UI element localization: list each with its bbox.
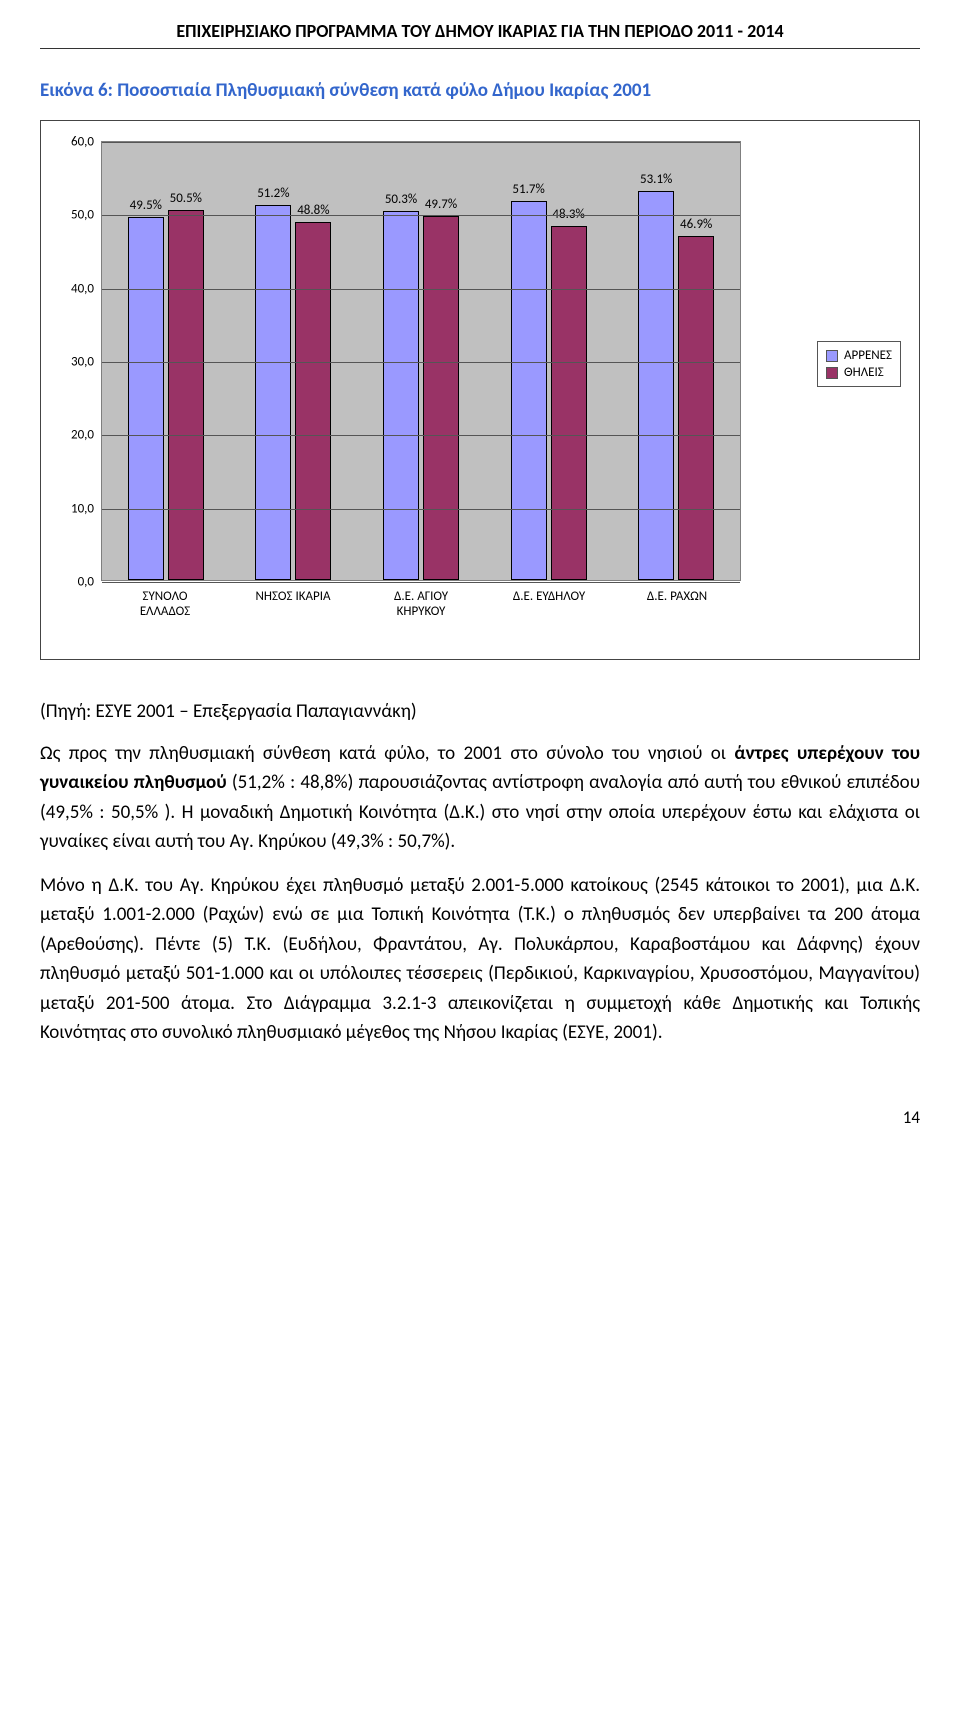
legend-swatch-females — [826, 367, 838, 379]
gender-chart: 49.5%50.5%51.2%48.8%50.3%49.7% 51.7% 48.3%… — [40, 120, 920, 660]
legend-label-males: ΑΡΡΕΝΕΣ — [844, 348, 892, 363]
page-number: 14 — [40, 1107, 920, 1128]
bar-female — [295, 222, 331, 580]
bar-male — [255, 205, 291, 580]
y-tick: 10,0 — [54, 501, 94, 516]
y-tick: 30,0 — [54, 355, 94, 370]
figure-caption: Εικόνα 6: Ποσοστιαία Πληθυσμιακή σύνθεση… — [40, 79, 920, 102]
x-label: ΝΗΣΟΣ ΙΚΑΡΙΑ — [229, 589, 357, 620]
bar-male — [383, 211, 419, 580]
paragraph-1: Ως προς την πληθυσμιακή σύνθεση κατά φύλ… — [40, 739, 920, 857]
para1-run1: Ως προς την πληθυσμιακή σύνθεση κατά φύλ… — [40, 742, 734, 765]
bar-group: 51.2%48.8% — [230, 142, 358, 580]
bar-group: 49.5%50.5% — [102, 142, 230, 580]
source-line: (Πηγή: ΕΣΥΕ 2001 – Επεξεργασία Παπαγιανν… — [40, 700, 920, 723]
y-tick: 40,0 — [54, 281, 94, 296]
document-header: ΕΠΙΧΕΙΡΗΣΙΑΚΟ ΠΡΟΓΡΑΜΜΑ ΤΟΥ ΔΗΜΟΥ ΙΚΑΡΙΑ… — [40, 20, 920, 49]
x-label: Δ.Ε. ΡΑΧΩΝ — [613, 589, 741, 620]
bar-female — [551, 226, 587, 580]
bar-label-male: 53.1% — [626, 172, 686, 187]
bar-female — [678, 236, 714, 580]
bar-label-female: 48.3% — [539, 207, 599, 222]
x-label: Δ.Ε. ΕΥΔΗΛΟΥ — [485, 589, 613, 620]
bar-female — [423, 216, 459, 580]
bar-group: 51.7% 48.3% — [485, 142, 613, 580]
paragraph-2: Μόνο η Δ.Κ. του Αγ. Κηρύκου έχει πληθυσμ… — [40, 871, 920, 1048]
legend-swatch-males — [826, 350, 838, 362]
bar-group: 53.1% 46.9% — [612, 142, 740, 580]
bar-label-female: 50.5% — [156, 191, 216, 206]
chart-legend: ΑΡΡΕΝΕΣ ΘΗΛΕΙΣ — [817, 341, 901, 387]
bar-label-male: 51.2% — [243, 186, 303, 201]
x-axis-labels: ΣΥΝΟΛΟΕΛΛΑΔΟΣΝΗΣΟΣ ΙΚΑΡΙΑΔ.Ε. ΑΓΙΟΥΚΗΡΥΚ… — [101, 589, 741, 620]
bar-label-female: 49.7% — [411, 197, 471, 212]
x-label: ΣΥΝΟΛΟΕΛΛΑΔΟΣ — [101, 589, 229, 620]
bar-female — [168, 210, 204, 580]
bar-label-male: 51.7% — [499, 182, 559, 197]
bar-label-female: 46.9% — [666, 217, 726, 232]
y-tick: 0,0 — [54, 575, 94, 590]
bar-male — [638, 191, 674, 580]
y-tick: 60,0 — [54, 135, 94, 150]
bar-male — [511, 201, 547, 580]
legend-males: ΑΡΡΕΝΕΣ — [826, 348, 892, 363]
x-label: Δ.Ε. ΑΓΙΟΥΚΗΡΥΚΟΥ — [357, 589, 485, 620]
y-tick: 50,0 — [54, 208, 94, 223]
bar-male — [128, 217, 164, 580]
plot-area: 49.5%50.5%51.2%48.8%50.3%49.7% 51.7% 48.3%… — [101, 141, 741, 581]
bar-group: 50.3%49.7% — [357, 142, 485, 580]
y-tick: 20,0 — [54, 428, 94, 443]
legend-females: ΘΗΛΕΙΣ — [826, 365, 892, 380]
legend-label-females: ΘΗΛΕΙΣ — [844, 365, 884, 380]
